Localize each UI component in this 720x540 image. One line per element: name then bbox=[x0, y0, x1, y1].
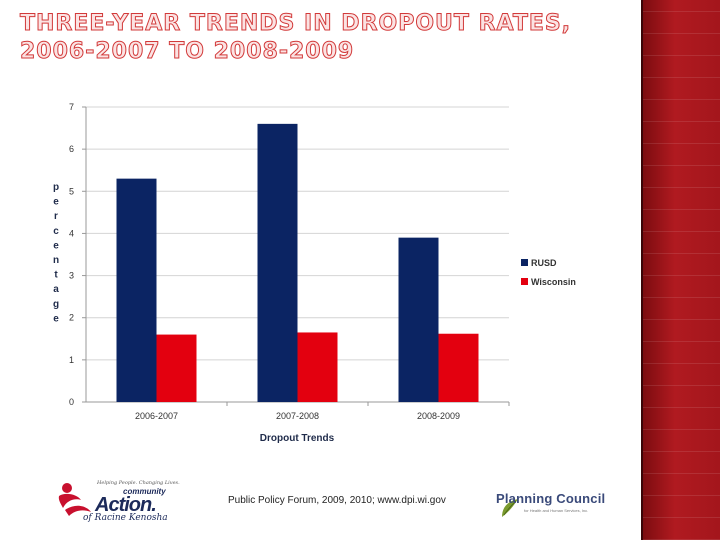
y-tick-label: 2 bbox=[69, 313, 74, 323]
y-tick-label: 6 bbox=[69, 144, 74, 154]
legend-swatch-wisconsin bbox=[521, 278, 528, 285]
y-axis-label-letter: e bbox=[53, 240, 59, 251]
y-axis-label-letter: a bbox=[53, 284, 59, 295]
decorative-side-band bbox=[641, 0, 720, 540]
planning-council-logo: Planning Council for Health and Human Se… bbox=[492, 487, 620, 523]
y-axis-label-letter: n bbox=[53, 255, 59, 266]
bar-wisconsin-2007-2008 bbox=[297, 332, 338, 402]
tick-labels: 0 1 2 3 4 5 6 7 2006-2007 2007-2008 2008-2009 bbox=[69, 102, 460, 421]
y-tick-label: 4 bbox=[69, 228, 74, 238]
y-axis-label-letter: e bbox=[53, 313, 59, 324]
bar-wisconsin-2006-2007 bbox=[156, 334, 197, 402]
y-axis-label-letter: g bbox=[53, 299, 59, 310]
leaf-icon bbox=[502, 499, 518, 517]
slide-title: Three-Year Trends in Dropout Rates, 2006… bbox=[20, 11, 572, 65]
bar-wisconsin-2008-2009 bbox=[438, 333, 479, 402]
x-tick-label: 2008-2009 bbox=[417, 411, 460, 421]
bar-rusd-2008-2009 bbox=[398, 237, 439, 402]
bar-rusd-2007-2008 bbox=[257, 123, 298, 402]
y-tick-label: 7 bbox=[69, 102, 74, 112]
y-tick-label: 1 bbox=[69, 355, 74, 365]
logo-tagline: Helping People. Changing Lives. bbox=[97, 480, 180, 486]
logo-planning-council-sub: for Health and Human Services, Inc. bbox=[524, 508, 589, 513]
footer-source: Public Policy Forum, 2009, 2010; www.dpi… bbox=[228, 495, 446, 506]
y-axis-label-letter: r bbox=[54, 211, 58, 222]
y-tick-label: 3 bbox=[69, 271, 74, 281]
logo-action-text: Action. bbox=[95, 494, 157, 516]
y-axis-label-letter: c bbox=[53, 226, 59, 237]
people-icon bbox=[58, 483, 91, 516]
y-axis-label-letter: p bbox=[53, 182, 59, 193]
x-tick-label: 2006-2007 bbox=[135, 411, 178, 421]
legend: RUSD Wisconsin bbox=[521, 258, 576, 287]
y-axis-label-letter: t bbox=[54, 270, 58, 281]
y-tick-label: 0 bbox=[69, 397, 74, 407]
legend-label-wisconsin: Wisconsin bbox=[531, 277, 576, 287]
legend-swatch-rusd bbox=[521, 259, 528, 266]
x-axis-label: Dropout Trends bbox=[260, 433, 335, 444]
legend-label-rusd: RUSD bbox=[531, 258, 557, 268]
logo-community-text: community bbox=[123, 487, 166, 496]
y-tick-label: 5 bbox=[69, 186, 74, 196]
bar-rusd-2006-2007 bbox=[116, 178, 157, 402]
y-axis-label-letter: e bbox=[53, 197, 59, 208]
community-action-logo: Helping People. Changing Lives. communit… bbox=[55, 478, 185, 524]
bars bbox=[116, 123, 479, 402]
x-tick-label: 2007-2008 bbox=[276, 411, 319, 421]
logo-sub-text: of Racine Kenosha bbox=[83, 513, 168, 523]
logo-planning-council-text: Planning Council bbox=[496, 491, 606, 506]
